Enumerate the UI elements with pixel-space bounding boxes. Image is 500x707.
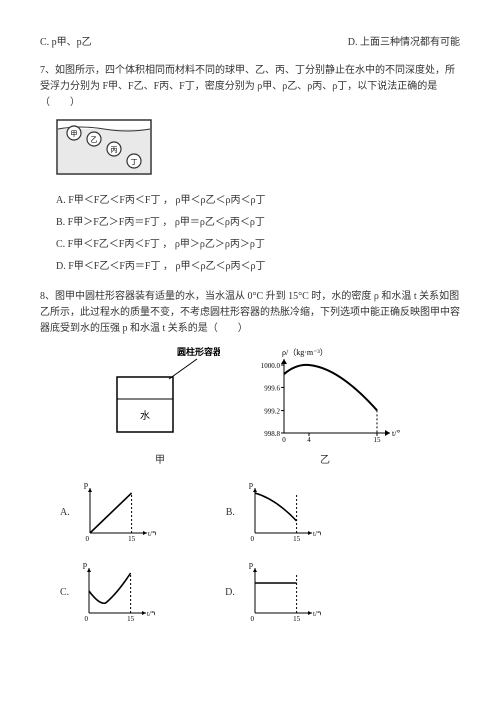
svg-text:t/℃: t/℃	[313, 610, 321, 618]
svg-text:0: 0	[85, 615, 89, 623]
q7-svg: 甲乙丙丁	[56, 119, 152, 175]
svg-text:998.8: 998.8	[264, 430, 280, 438]
q8-opt-c: C. p t/℃ 0 15	[60, 563, 155, 623]
svg-text:t/℃: t/℃	[313, 530, 321, 538]
q8-fig-jia: 水 圆柱形容器	[100, 347, 220, 447]
svg-text:ρ/（kg·m⁻³）: ρ/（kg·m⁻³）	[282, 348, 328, 357]
q8-opt-b-label: B.	[226, 505, 235, 521]
q7-opt-c: C. F甲＜F乙＜F丙＜F丁 ， ρ甲＞ρ乙＞ρ丙＞ρ丁	[56, 237, 460, 253]
svg-text:0: 0	[250, 615, 254, 623]
q8-opt-a-graph: p t/℃ 0 15	[76, 483, 156, 543]
option-d: D. 上面三种情况都有可能	[348, 35, 460, 51]
svg-text:水: 水	[140, 410, 150, 422]
svg-text:甲: 甲	[71, 130, 78, 138]
q8-fig-yi: ρ/（kg·m⁻³） t/℃ 1000.0 999.6 999.2 998.80 4 15	[250, 347, 400, 447]
prev-options-row: C. p甲、p乙 D. 上面三种情况都有可能	[40, 35, 460, 51]
q8-opt-a: A. p t/℃ 0 15	[60, 483, 156, 543]
svg-text:p: p	[249, 483, 253, 489]
q8-fig-yi-wrap: ρ/（kg·m⁻³） t/℃ 1000.0 999.6 999.2 998.80 4 15 乙	[250, 347, 400, 469]
svg-text:丁: 丁	[131, 158, 138, 166]
svg-text:t/℃: t/℃	[148, 530, 156, 538]
q8-opt-c-label: C.	[60, 585, 69, 601]
q8-opt-c-graph: p t/℃ 0 15	[75, 563, 155, 623]
q8-opt-b-graph: p t/℃ 0 15	[241, 483, 321, 543]
svg-text:p: p	[83, 563, 87, 569]
svg-text:999.2: 999.2	[264, 408, 280, 416]
q8-opt-a-label: A.	[60, 505, 70, 521]
svg-text:15: 15	[374, 436, 382, 444]
svg-text:0: 0	[282, 436, 286, 444]
svg-text:15: 15	[128, 535, 136, 543]
q7-opt-d: D. F甲＜F乙＜F丙＝F丁 ， ρ甲＜ρ乙＜ρ丙＜ρ丁	[56, 259, 460, 275]
q8-opt-d: D. p t/℃ 0 15	[225, 563, 321, 623]
svg-text:p: p	[249, 563, 253, 569]
svg-text:15: 15	[127, 615, 135, 623]
svg-text:0: 0	[85, 535, 89, 543]
q7-opt-a: A. F甲＜F乙＜F丙＜F丁 ， ρ甲＜ρ乙＜ρ丙＜ρ丁	[56, 193, 460, 209]
svg-text:999.6: 999.6	[264, 384, 280, 392]
svg-text:4: 4	[307, 436, 311, 444]
q8-fig-jia-caption: 甲	[100, 453, 220, 469]
svg-text:15: 15	[293, 535, 301, 543]
q8-opt-b: B. p t/℃ 0 15	[226, 483, 321, 543]
q7-options: A. F甲＜F乙＜F丙＜F丁 ， ρ甲＜ρ乙＜ρ丙＜ρ丁 B. F甲＞F乙＞F丙…	[56, 193, 460, 275]
q7-opt-b: B. F甲＞F乙＞F丙＝F丁 ， ρ甲＝ρ乙＜ρ丙＜ρ丁	[56, 215, 460, 231]
q7-figure: 甲乙丙丁	[56, 119, 460, 181]
q8-option-grid: A. p t/℃ 0 15 B. p t/℃ 0 15 C. p t/℃ 0 15 D. p t/℃…	[60, 483, 460, 623]
svg-text:丙: 丙	[111, 146, 118, 154]
option-c: C. p甲、p乙	[40, 35, 92, 51]
q8-opt-d-label: D.	[225, 585, 235, 601]
svg-text:t/℃: t/℃	[147, 610, 155, 618]
q8-stem: 8、图甲中圆柱形容器装有适量的水，当水温从 0°C 升到 15°C 时，水的密度…	[40, 289, 460, 337]
q8-opt-d-graph: p t/℃ 0 15	[241, 563, 321, 623]
svg-text:圆柱形容器: 圆柱形容器	[177, 347, 220, 357]
q8-fig-jia-wrap: 水 圆柱形容器 甲	[100, 347, 220, 469]
q8-fig-yi-caption: 乙	[250, 453, 400, 469]
svg-text:t/℃: t/℃	[392, 429, 400, 438]
svg-text:1000.0: 1000.0	[261, 362, 281, 370]
q8-figures: 水 圆柱形容器 甲 ρ/（kg·m⁻³） t/℃ 1000.0 999.6 999.2 99…	[40, 347, 460, 469]
svg-text:15: 15	[293, 615, 301, 623]
q7-stem: 7、如图所示，四个体积相同而材料不同的球甲、乙、丙、丁分别静止在水中的不同深度处…	[40, 63, 460, 111]
svg-text:0: 0	[250, 535, 254, 543]
svg-text:p: p	[84, 483, 88, 489]
svg-text:乙: 乙	[91, 136, 98, 144]
